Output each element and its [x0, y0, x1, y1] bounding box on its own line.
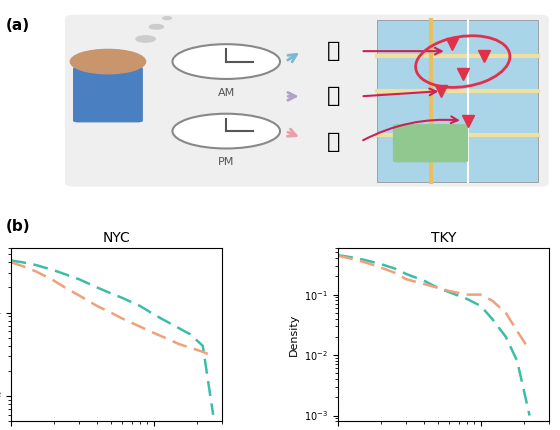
Text: PM: PM — [218, 157, 235, 167]
Text: 🍹: 🍹 — [327, 86, 340, 106]
FancyBboxPatch shape — [377, 20, 538, 181]
Text: (b): (b) — [6, 219, 30, 234]
Y-axis label: Density: Density — [289, 313, 298, 356]
FancyBboxPatch shape — [393, 124, 468, 163]
Circle shape — [172, 114, 280, 148]
Circle shape — [163, 17, 171, 19]
Circle shape — [172, 44, 280, 79]
FancyBboxPatch shape — [73, 67, 143, 123]
Text: (a): (a) — [6, 18, 30, 33]
Circle shape — [150, 25, 164, 29]
FancyBboxPatch shape — [65, 15, 549, 187]
Circle shape — [136, 36, 155, 42]
Text: AM: AM — [218, 88, 235, 98]
Title: NYC: NYC — [102, 231, 130, 245]
Circle shape — [71, 49, 146, 74]
Text: 🍽: 🍽 — [327, 41, 340, 61]
Text: 🏠: 🏠 — [327, 132, 340, 151]
Title: TKY: TKY — [431, 231, 456, 245]
